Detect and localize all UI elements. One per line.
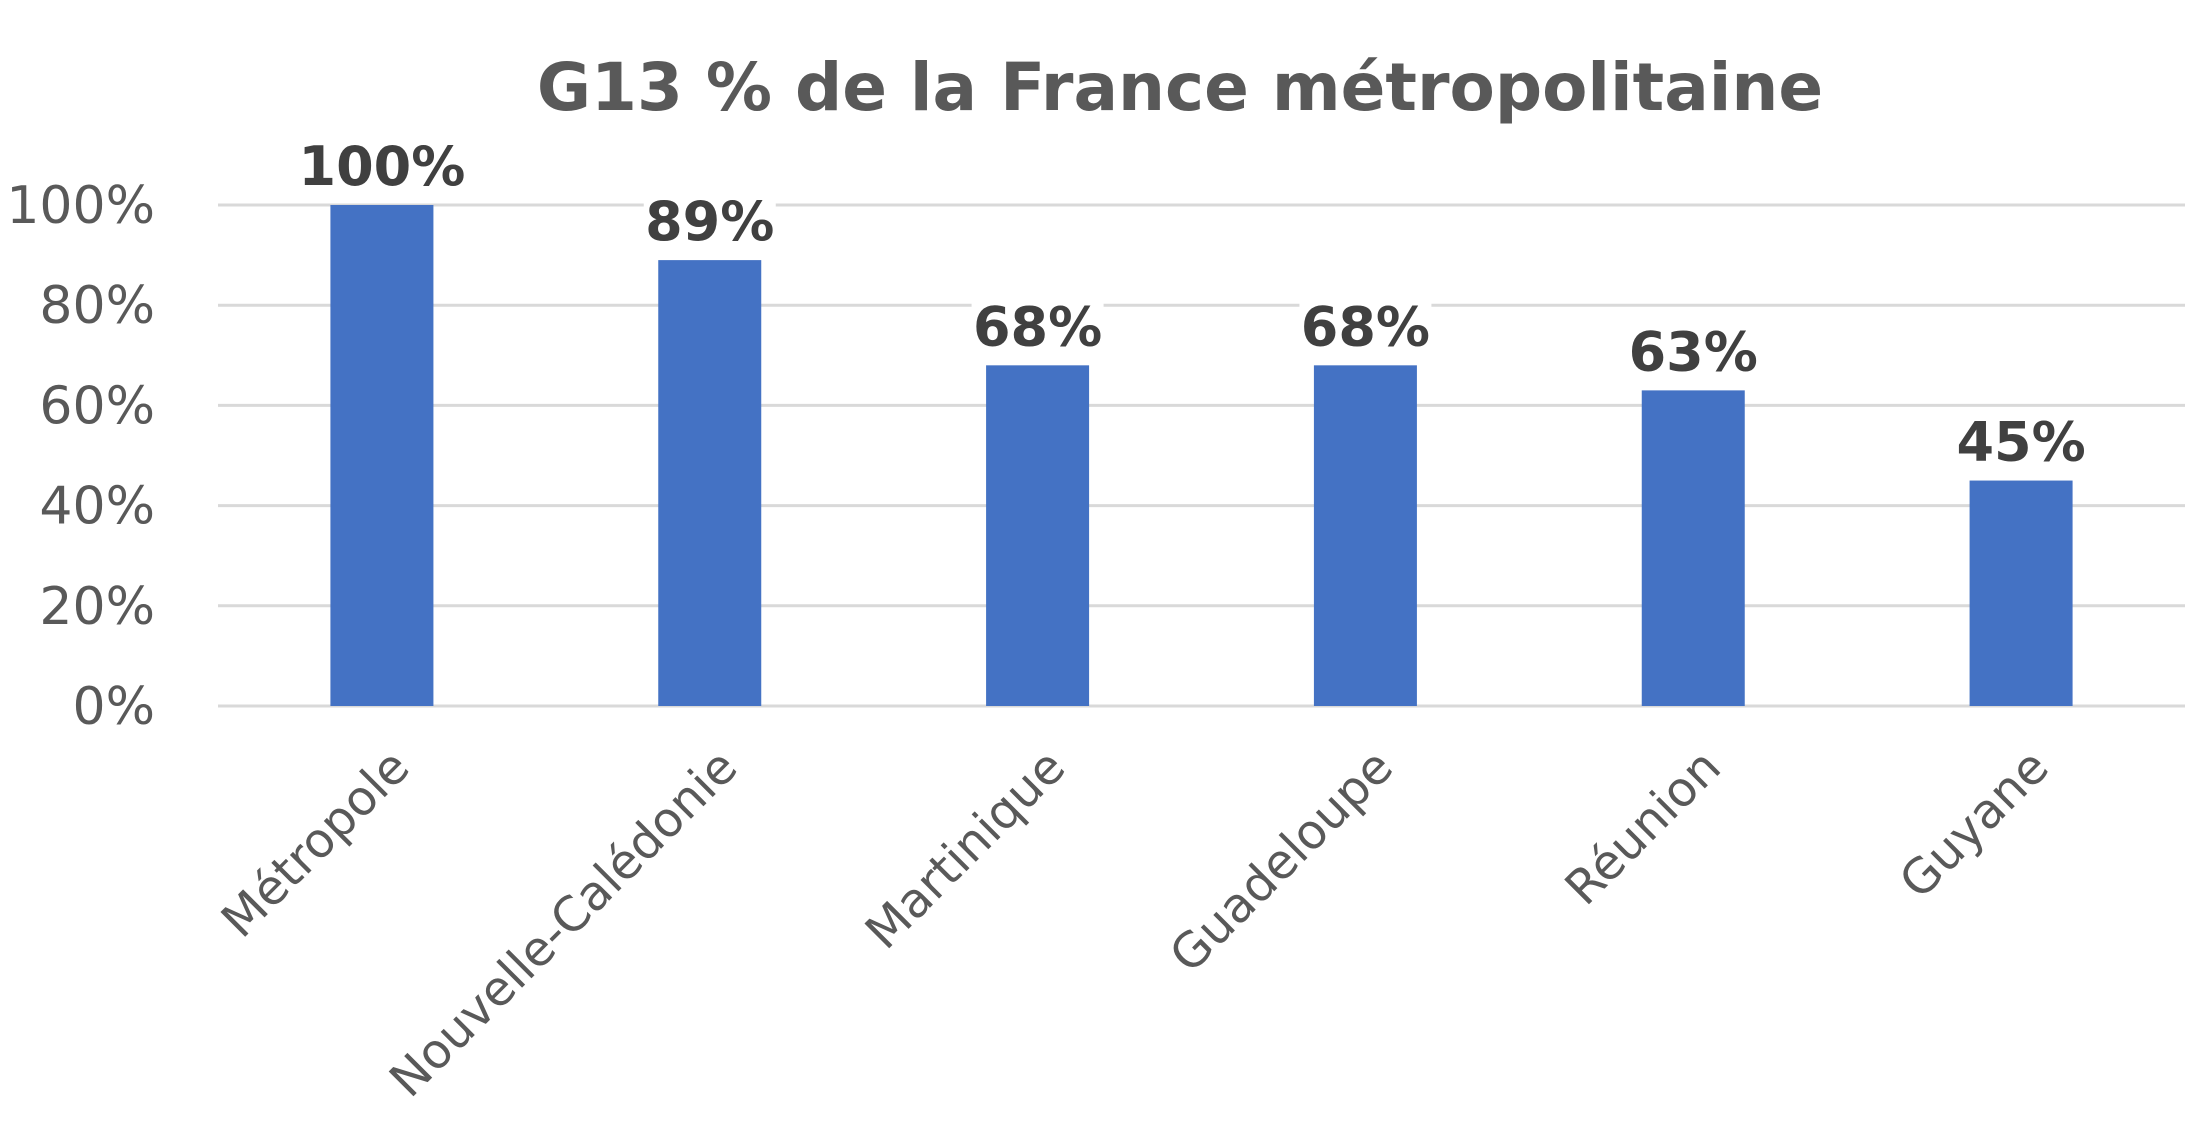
y-tick-label: 40% (39, 477, 155, 537)
category-label: Réunion (1554, 739, 1731, 916)
y-tick-label: 80% (39, 276, 155, 336)
y-tick-label: 20% (39, 577, 155, 637)
data-label-background (643, 188, 776, 253)
gridlines (218, 203, 2185, 708)
data-label: 68% (1301, 295, 1430, 358)
data-label: 68% (973, 295, 1102, 358)
y-tick-label: 100% (6, 176, 155, 236)
category-label: Martinique (855, 739, 1076, 960)
y-tick-label: 0% (73, 677, 156, 737)
category-label: Guadeloupe (1159, 739, 1404, 984)
data-label-background (1627, 318, 1760, 383)
category-label: Guyane (1889, 739, 2060, 910)
bar (330, 205, 434, 706)
data-label: 63% (1629, 320, 1758, 383)
data-label: 45% (1956, 411, 2085, 474)
chart-title: G13 % de la France métropolitaine (537, 49, 1823, 126)
data-labels: 100% 89% 68% 68% 63% 45% (299, 133, 2088, 474)
data-label: 89% (645, 190, 774, 253)
bar (1313, 365, 1417, 706)
bar (1641, 390, 1745, 706)
data-label-background (1299, 293, 1432, 358)
category-label: Métropole (211, 739, 421, 949)
category-label: Nouvelle-Calédonie (379, 739, 748, 1108)
bars (330, 205, 2073, 706)
bar (1969, 480, 2073, 706)
bar (986, 365, 1090, 706)
data-label-background (1955, 408, 2088, 473)
y-tick-label: 60% (39, 376, 155, 436)
data-label-background (971, 293, 1104, 358)
data-label-background (315, 133, 448, 197)
y-axis-tick-labels: 0% 20% 40% 60% 80% 100% (6, 176, 155, 737)
data-label: 100% (299, 135, 466, 198)
bar (658, 260, 762, 706)
